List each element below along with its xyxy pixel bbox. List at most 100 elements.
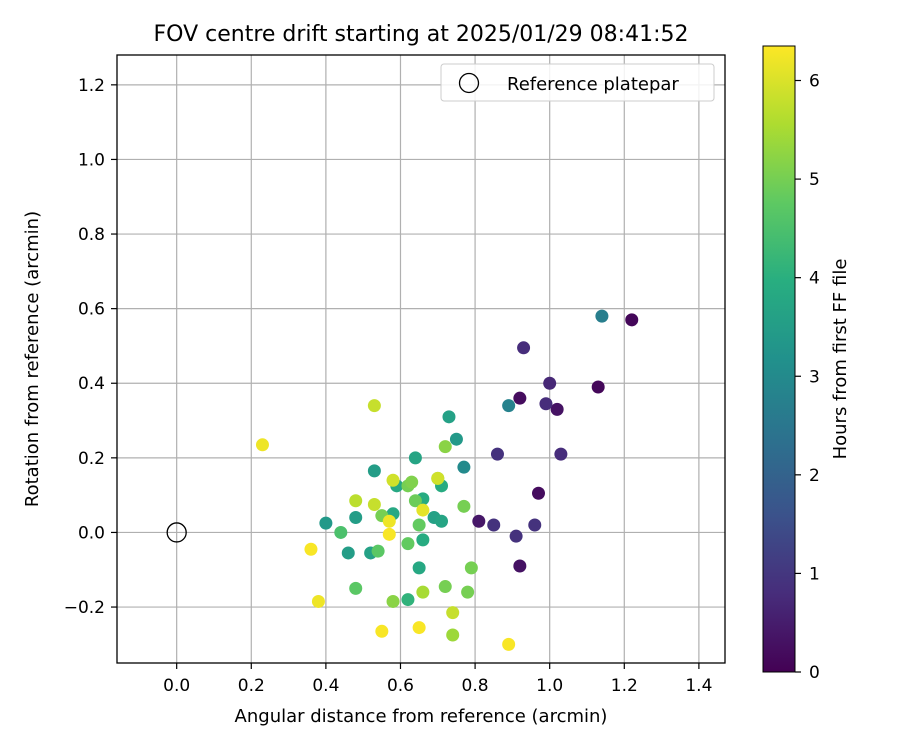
data-point bbox=[375, 624, 389, 638]
data-point bbox=[367, 497, 381, 511]
data-point bbox=[438, 580, 452, 594]
data-point bbox=[401, 537, 415, 551]
data-point bbox=[502, 399, 516, 413]
y-tick-label: 0.0 bbox=[78, 523, 105, 543]
data-point bbox=[386, 473, 400, 487]
data-point bbox=[509, 529, 523, 543]
data-point bbox=[371, 544, 385, 558]
data-point bbox=[416, 585, 430, 599]
data-point bbox=[517, 341, 531, 355]
y-tick-label: 1.2 bbox=[78, 76, 105, 96]
data-point bbox=[464, 561, 478, 575]
data-point bbox=[461, 585, 475, 599]
data-point bbox=[412, 561, 426, 575]
data-point bbox=[446, 628, 460, 642]
colorbar-tick-label: 2 bbox=[809, 466, 820, 486]
data-point bbox=[367, 399, 381, 413]
data-point bbox=[255, 438, 269, 452]
x-tick-label: 0.6 bbox=[387, 676, 414, 696]
data-point bbox=[304, 542, 318, 556]
data-point bbox=[319, 516, 333, 530]
plot-frame bbox=[116, 54, 726, 664]
data-point bbox=[449, 432, 463, 446]
data-point bbox=[349, 494, 363, 508]
data-point bbox=[513, 391, 527, 405]
data-point bbox=[401, 593, 415, 607]
data-point bbox=[554, 447, 568, 461]
data-point bbox=[472, 514, 486, 528]
legend-box bbox=[440, 63, 715, 102]
y-axis-ticks: −0.2 0.0 0.2 0.4 0.6 0.8 1.0 1.2 bbox=[64, 76, 117, 618]
x-tick-label: 0.8 bbox=[462, 676, 489, 696]
data-point bbox=[528, 518, 542, 532]
colorbar-tick-label: 4 bbox=[809, 269, 820, 289]
grid-lines bbox=[117, 55, 725, 663]
colorbar-tick-label: 3 bbox=[809, 367, 820, 387]
colorbar-tick-label: 1 bbox=[809, 564, 820, 584]
x-axis-ticks: 0.0 0.2 0.4 0.6 0.8 1.0 1.2 1.4 bbox=[163, 663, 712, 696]
data-point bbox=[457, 460, 471, 474]
data-point bbox=[513, 559, 527, 573]
colorbar-tick-label: 0 bbox=[809, 663, 820, 683]
data-point bbox=[625, 313, 639, 327]
data-point bbox=[405, 475, 419, 489]
colorbar-gradient bbox=[762, 45, 796, 673]
colorbar: 0 1 2 3 4 5 6 Hours from first FF file bbox=[762, 45, 851, 683]
data-point bbox=[431, 471, 445, 485]
x-tick-label: 0.0 bbox=[163, 676, 190, 696]
data-point bbox=[595, 309, 609, 323]
data-point bbox=[446, 606, 460, 620]
data-point bbox=[490, 447, 504, 461]
data-points bbox=[255, 309, 639, 651]
colorbar-tick-label: 6 bbox=[809, 72, 820, 92]
reference-marker bbox=[166, 522, 187, 543]
colorbar-label: Hours from first FF file bbox=[830, 259, 851, 460]
y-tick-label: −0.2 bbox=[64, 598, 105, 618]
data-point bbox=[334, 525, 348, 539]
y-tick-label: 0.6 bbox=[78, 300, 105, 320]
x-axis-label: Angular distance from reference (arcmin) bbox=[235, 706, 608, 727]
data-point bbox=[412, 518, 426, 532]
colorbar-ticks: 0 1 2 3 4 5 6 bbox=[795, 72, 820, 683]
x-tick-label: 1.0 bbox=[536, 676, 563, 696]
y-axis-label: Rotation from reference (arcmin) bbox=[22, 211, 43, 507]
data-point bbox=[412, 621, 426, 635]
data-point bbox=[349, 511, 363, 525]
legend-entry-label: Reference platepar bbox=[507, 74, 679, 95]
y-tick-label: 1.0 bbox=[78, 150, 105, 170]
y-tick-label: 0.8 bbox=[78, 225, 105, 245]
data-point bbox=[442, 410, 456, 424]
data-point bbox=[502, 637, 516, 651]
reference-platepar-point bbox=[166, 522, 187, 543]
data-point bbox=[349, 581, 363, 595]
data-point bbox=[416, 533, 430, 547]
data-point bbox=[408, 494, 422, 508]
data-point bbox=[457, 499, 471, 513]
colorbar-tick-label: 5 bbox=[809, 170, 820, 190]
data-point bbox=[341, 546, 355, 560]
x-tick-label: 1.4 bbox=[685, 676, 712, 696]
legend: Reference platepar bbox=[440, 63, 715, 102]
data-point bbox=[382, 527, 396, 541]
data-point bbox=[382, 514, 396, 528]
x-tick-label: 0.2 bbox=[238, 676, 265, 696]
legend-circle-icon bbox=[458, 72, 480, 94]
data-point bbox=[408, 451, 422, 465]
data-point bbox=[416, 503, 430, 517]
data-point bbox=[438, 440, 452, 454]
data-point bbox=[367, 464, 381, 478]
x-tick-label: 1.2 bbox=[611, 676, 638, 696]
chart-title: FOV centre drift starting at 2025/01/29 … bbox=[154, 22, 689, 47]
data-point bbox=[591, 380, 605, 394]
data-point bbox=[543, 376, 557, 390]
x-tick-label: 0.4 bbox=[312, 676, 339, 696]
data-point bbox=[487, 518, 501, 532]
data-point bbox=[550, 402, 564, 416]
y-tick-label: 0.2 bbox=[78, 449, 105, 469]
data-point bbox=[311, 594, 325, 608]
data-point bbox=[531, 486, 545, 500]
data-point bbox=[386, 594, 400, 608]
y-tick-label: 0.4 bbox=[78, 374, 105, 394]
data-point bbox=[539, 397, 553, 411]
